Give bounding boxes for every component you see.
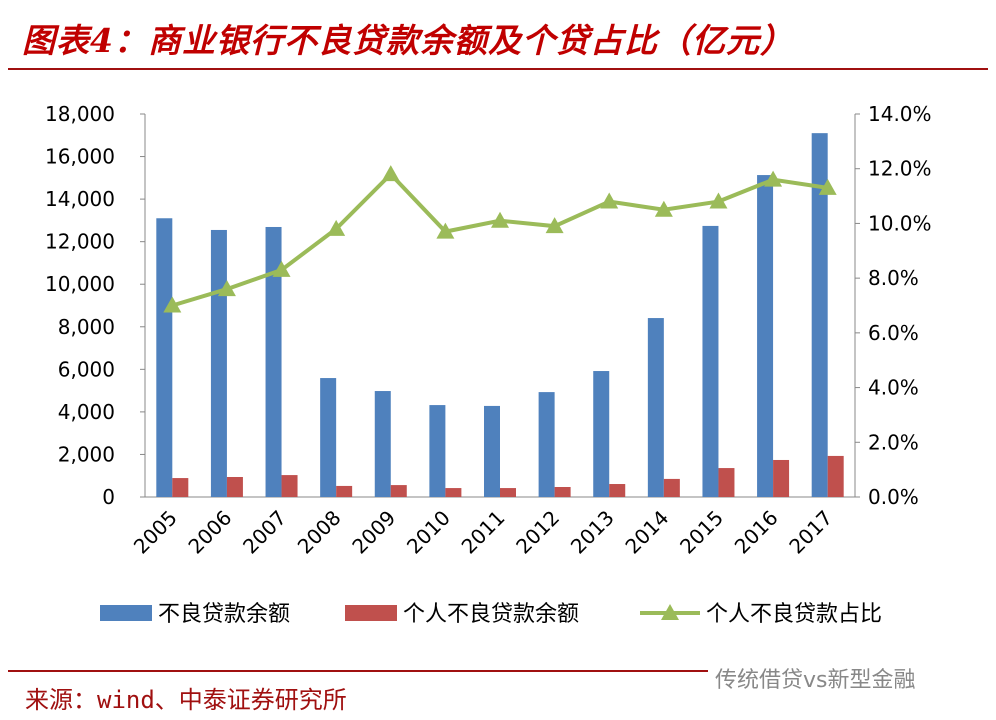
bar-personal-npl-balance — [609, 484, 626, 497]
legend-swatch-red — [345, 605, 397, 621]
left-tick-label: 2,000 — [58, 442, 115, 466]
bar-npl-balance — [210, 229, 227, 498]
x-tick-label: 2007 — [238, 506, 291, 559]
marker-personal-npl-ratio — [600, 192, 619, 209]
bar-npl-balance — [811, 133, 828, 497]
chart-title: 图表4：商业银行不良贷款余额及个贷占比（亿元） — [22, 21, 794, 60]
bar-personal-npl-balance — [827, 455, 844, 497]
x-tick-label: 2010 — [402, 506, 455, 559]
bar-npl-balance — [702, 225, 719, 497]
left-tick-label: 8,000 — [58, 315, 115, 339]
bar-npl-balance — [484, 405, 500, 497]
bar-personal-npl-balance — [336, 485, 353, 497]
right-tick-label: 2.0% — [868, 430, 919, 454]
x-tick-label: 2016 — [730, 506, 783, 559]
legend-label: 个人不良贷款占比 — [706, 602, 882, 627]
marker-personal-npl-ratio — [327, 219, 346, 236]
marker-personal-npl-ratio — [545, 217, 564, 234]
bar-personal-npl-balance — [718, 468, 735, 497]
x-tick-label: 2012 — [511, 506, 564, 559]
bar-personal-npl-balance — [500, 488, 516, 497]
x-tick-label: 2014 — [620, 506, 673, 559]
marker-personal-npl-ratio — [163, 296, 182, 313]
bar-npl-balance — [265, 226, 282, 498]
marker-personal-npl-ratio — [654, 200, 673, 217]
marker-personal-npl-ratio — [764, 170, 783, 187]
bar-personal-npl-balance — [445, 488, 462, 497]
right-tick-label: 14.0% — [868, 102, 932, 126]
right-tick-label: 0.0% — [868, 485, 919, 509]
left-tick-label: 4,000 — [58, 400, 115, 424]
left-tick-label: 0 — [102, 485, 115, 509]
bar-npl-balance — [757, 175, 774, 498]
bar-npl-balance — [538, 392, 555, 497]
legend-swatch-blue — [100, 605, 152, 621]
legend-label: 不良贷款余额 — [158, 602, 290, 627]
right-tick-label: 4.0% — [868, 376, 919, 400]
source-note: 来源：wind、中泰证券研究所 — [25, 686, 347, 714]
left-tick-label: 14,000 — [45, 187, 115, 211]
bar-personal-npl-balance — [226, 476, 243, 497]
legend-marker-green — [661, 604, 679, 620]
x-tick-label: 2011 — [457, 506, 510, 559]
marker-personal-npl-ratio — [217, 280, 236, 297]
marker-personal-npl-ratio — [381, 165, 400, 182]
chart: 0 2,000 4,000 6,000 8,000 10,000 12,000 14,000 1… — [45, 102, 932, 627]
right-tick-label: 6.0% — [868, 321, 919, 345]
left-tick-label: 10,000 — [45, 272, 115, 296]
bar-npl-balance — [429, 405, 446, 497]
bar-personal-npl-balance — [554, 486, 571, 497]
marker-personal-npl-ratio — [709, 192, 728, 209]
bar-personal-npl-balance — [390, 485, 407, 497]
bar-npl-balance — [374, 391, 391, 497]
x-tick-label: 2005 — [129, 506, 182, 559]
left-tick-label: 6,000 — [58, 357, 115, 381]
bar-personal-npl-balance — [663, 478, 680, 497]
right-tick-label: 8.0% — [868, 266, 919, 290]
bar-npl-balance — [320, 378, 337, 497]
bar-npl-balance — [647, 318, 664, 497]
marker-personal-npl-ratio — [818, 178, 837, 195]
title-divider — [8, 68, 988, 70]
watermark: 传统借贷vs新型金融 — [715, 668, 916, 693]
bar-personal-npl-balance — [773, 459, 790, 497]
x-tick-label: 2013 — [566, 506, 619, 559]
bar-npl-balance — [156, 218, 173, 497]
bar-personal-npl-balance — [172, 478, 189, 497]
marker-personal-npl-ratio — [436, 222, 455, 239]
right-tick-label: 10.0% — [868, 211, 932, 235]
legend-label: 个人不良贷款余额 — [403, 602, 579, 627]
marker-personal-npl-ratio — [491, 211, 509, 228]
x-tick-label: 2009 — [347, 506, 400, 559]
bar-npl-balance — [593, 371, 610, 497]
right-tick-label: 12.0% — [868, 157, 932, 181]
bar-personal-npl-balance — [281, 475, 298, 497]
footer-divider — [8, 670, 708, 672]
left-tick-label: 12,000 — [45, 230, 115, 254]
x-tick-label: 2006 — [183, 506, 236, 559]
x-tick-label: 2015 — [675, 506, 728, 559]
marker-personal-npl-ratio — [272, 260, 291, 277]
left-tick-label: 18,000 — [45, 102, 115, 126]
x-tick-label: 2008 — [293, 506, 346, 559]
left-tick-label: 16,000 — [45, 145, 115, 169]
x-tick-label: 2017 — [784, 506, 837, 559]
